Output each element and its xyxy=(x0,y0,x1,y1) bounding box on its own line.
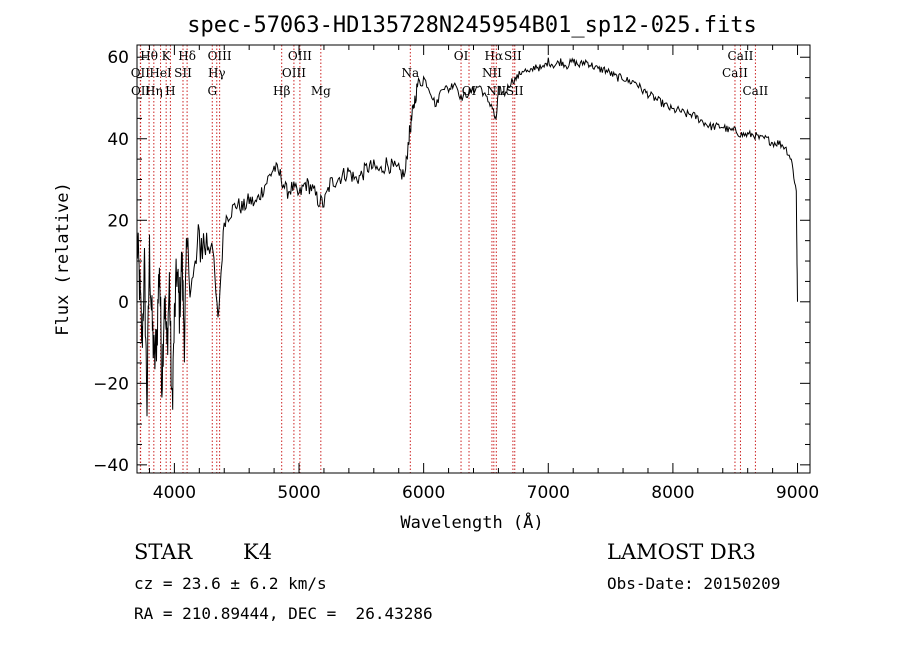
y-tick-label-2: 0 xyxy=(118,293,129,313)
spectral-line-label-12: Hβ xyxy=(273,84,290,98)
x-axis-label: Wavelength (Å) xyxy=(400,511,543,533)
object-class: STAR xyxy=(134,540,193,564)
y-tick-label-5: 60 xyxy=(107,48,129,68)
spectral-line-label-26: CaII xyxy=(742,84,768,98)
object-subclass: K4 xyxy=(243,540,273,564)
spectral-line-label-3: HeI xyxy=(149,66,172,80)
spectral-line-label-13: OIII xyxy=(288,49,312,63)
axis-ticks: 4000 5000 6000 7000 8000 9000 −40 −20 0 20 40 60 xyxy=(93,45,819,503)
x-tick-label-2: 6000 xyxy=(402,483,445,503)
spectral-line-label-20: NII xyxy=(482,66,502,80)
plot-frame xyxy=(136,44,811,474)
spectral-line-label-4: Hη xyxy=(145,84,163,98)
coordinates: RA = 210.89444, DEC = 26.43286 xyxy=(134,604,433,623)
spectral-line-label-9: OIII xyxy=(208,49,232,63)
spectral-line-label-19: Hα xyxy=(485,49,504,63)
spectrum-chart: spec-57063-HD135728N245954B01_sp12-025.f… xyxy=(53,13,819,533)
survey-name: LAMOST DR3 xyxy=(607,540,756,564)
spectral-line-label-14: OIII xyxy=(282,66,306,80)
spectral-line-label-24: CaII xyxy=(722,66,748,80)
redshift-value: cz = 23.6 ± 6.2 km/s xyxy=(134,574,327,593)
spectral-line-label-23: SII xyxy=(506,84,524,98)
chart-title: spec-57063-HD135728N245954B01_sp12-025.f… xyxy=(187,13,757,38)
spectral-line-label-17: OI xyxy=(454,49,469,63)
y-axis-label: Flux (relative) xyxy=(53,182,73,336)
y-tick-label-1: −20 xyxy=(93,374,129,394)
x-tick-label-5: 9000 xyxy=(776,483,819,503)
spectral-line-label-15: Mg xyxy=(311,84,331,98)
spectral-line-label-21: NII xyxy=(486,84,506,98)
spectral-line-label-0: Hθ xyxy=(140,49,158,63)
y-tick-label-3: 20 xyxy=(107,211,129,231)
y-tick-label-4: 40 xyxy=(107,130,129,150)
spectral-line-label-22: SII xyxy=(504,49,522,63)
spectral-line-label-8: Hδ xyxy=(178,49,196,63)
y-tick-label-0: −40 xyxy=(93,456,129,476)
spectral-line-label-25: CaII xyxy=(728,49,754,63)
series-layer xyxy=(136,57,798,417)
observation-date: Obs-Date: 20150209 xyxy=(607,574,781,593)
x-tick-label-4: 8000 xyxy=(651,483,694,503)
spectral-line-label-6: H xyxy=(165,84,175,98)
x-tick-label-3: 7000 xyxy=(527,483,570,503)
x-tick-label-1: 5000 xyxy=(277,483,320,503)
spectral-line-label-10: Hγ xyxy=(208,66,226,80)
spectral-line-label-7: SII xyxy=(174,66,192,80)
spectral-line-label-11: G xyxy=(207,84,217,98)
x-tick-label-0: 4000 xyxy=(153,483,196,503)
series-line-spectrum xyxy=(136,57,798,417)
spectral-line-label-5: K xyxy=(162,49,172,63)
spectral-line-label-16: Na xyxy=(401,66,419,80)
spectral-line-label-2: OII xyxy=(131,84,151,98)
